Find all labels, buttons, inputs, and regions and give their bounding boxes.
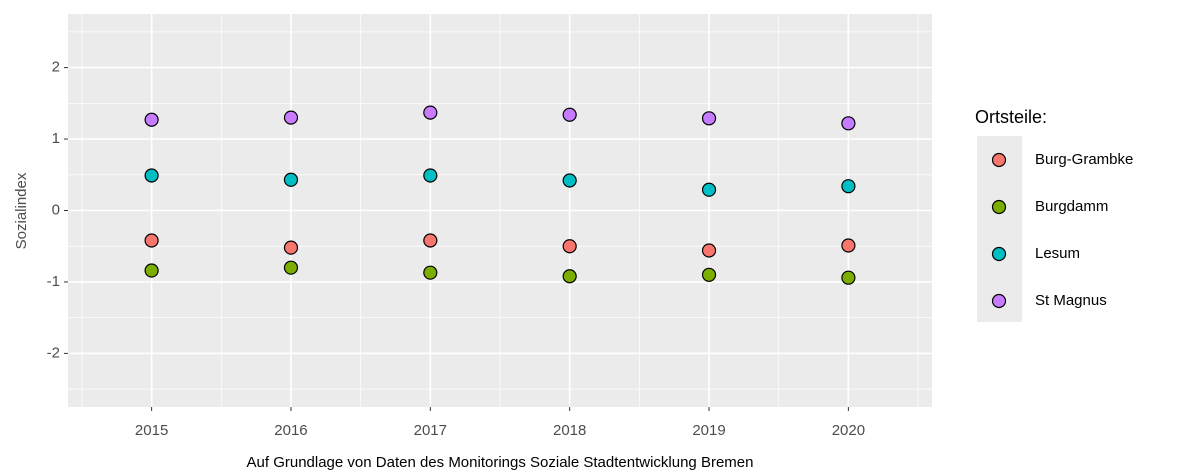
legend-title: Ortsteile: <box>975 107 1047 127</box>
point <box>144 112 159 127</box>
x-tick-label: 2017 <box>414 422 447 439</box>
x-tick-label: 2016 <box>274 422 307 439</box>
legend-marker <box>991 293 1007 309</box>
point <box>144 233 159 248</box>
point <box>562 269 577 284</box>
point <box>144 168 159 183</box>
legend-marker <box>991 246 1007 262</box>
point <box>701 111 717 126</box>
point <box>562 107 577 122</box>
point <box>283 240 299 255</box>
grid <box>68 14 932 407</box>
point <box>701 182 717 197</box>
point <box>562 239 577 254</box>
point <box>423 105 438 120</box>
x-tick-label: 2015 <box>135 422 168 439</box>
point <box>423 233 438 248</box>
legend-label: Burgdamm <box>1035 198 1108 215</box>
point <box>841 238 856 253</box>
legend-label: St Magnus <box>1035 292 1107 309</box>
y-tick-label: 0 <box>52 201 60 218</box>
point <box>841 179 856 194</box>
point <box>283 260 299 275</box>
point <box>423 265 438 280</box>
point <box>283 110 299 125</box>
point <box>144 263 159 278</box>
y-axis-label: Sozialindex <box>13 172 30 249</box>
y-tick-label: -1 <box>47 273 60 290</box>
point <box>283 172 299 187</box>
x-tick-label: 2019 <box>692 422 725 439</box>
legend-label: Lesum <box>1035 245 1080 262</box>
point <box>701 267 717 282</box>
legend-marker <box>991 152 1007 168</box>
x-tick-label: 2018 <box>553 422 586 439</box>
legend-marker <box>991 199 1007 215</box>
point <box>841 270 856 285</box>
x-tick-label: 2020 <box>832 422 865 439</box>
y-tick-label: 1 <box>52 130 60 147</box>
y-tick-label: -2 <box>47 344 60 361</box>
point <box>701 243 717 258</box>
x-axis-label: Auf Grundlage von Daten des Monitorings … <box>247 454 754 471</box>
legend-label: Burg-Grambke <box>1035 151 1133 168</box>
y-tick-label: 2 <box>52 59 60 76</box>
point <box>423 168 438 183</box>
point <box>841 116 856 131</box>
point <box>562 173 577 188</box>
